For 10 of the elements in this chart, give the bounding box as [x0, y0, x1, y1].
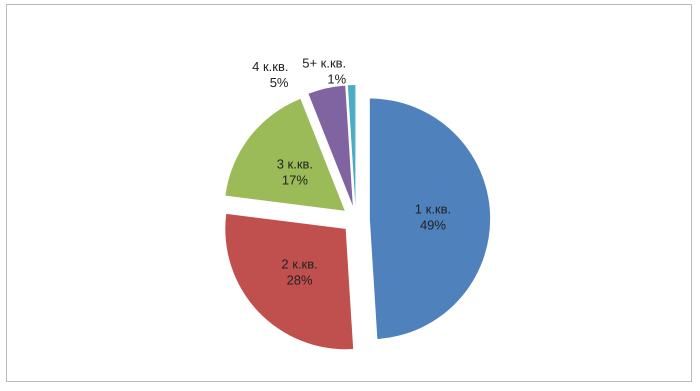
- slice-label: 3 к.кв.: [276, 156, 314, 172]
- slice-label: 1 к.кв.: [414, 201, 452, 216]
- data-label: 5%: [270, 75, 289, 90]
- data-label: 49%: [420, 217, 446, 232]
- data-label: 28%: [286, 272, 314, 288]
- slice-label: 5+ к.кв.: [302, 56, 346, 71]
- data-label: 1%: [327, 72, 347, 87]
- slice-label: 4 к.кв.: [252, 59, 288, 74]
- slice-label: 2 к.кв.: [281, 256, 318, 272]
- data-label: 17%: [282, 172, 308, 188]
